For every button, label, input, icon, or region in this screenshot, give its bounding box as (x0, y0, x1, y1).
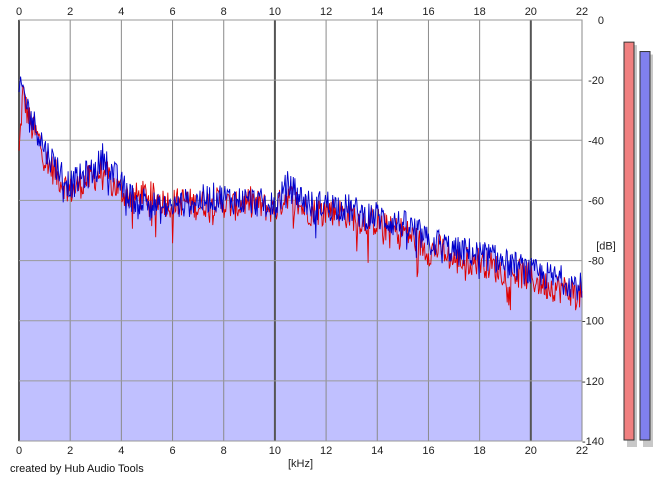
x-tick-label-bottom: 12 (320, 445, 332, 457)
x-tick-label-top: 18 (474, 6, 486, 18)
y-tick-label: -20 (588, 75, 604, 87)
level-meter (623, 41, 653, 448)
x-tick-label-top: 10 (269, 6, 281, 18)
x-tick-label-top: 12 (320, 6, 332, 18)
x-tick-label-bottom: 10 (269, 445, 281, 457)
x-tick-label-top: 6 (169, 6, 175, 18)
y-tick-label: -100 (582, 316, 604, 328)
x-tick-label-top: 20 (525, 6, 537, 18)
x-tick-label-bottom: 22 (576, 445, 588, 457)
x-tick-label-bottom: 16 (422, 445, 434, 457)
x-tick-label-bottom: 6 (169, 445, 175, 457)
y-axis-unit-label: [dB] (596, 241, 616, 253)
x-tick-label-top: 0 (16, 6, 22, 18)
x-tick-label-bottom: 4 (118, 445, 124, 457)
x-tick-label-bottom: 8 (221, 445, 227, 457)
x-axis-unit-label: [kHz] (288, 458, 313, 470)
x-tick-label-bottom: 2 (67, 445, 73, 457)
series-layer (18, 76, 583, 311)
y-tick-label: 0 (598, 15, 604, 27)
x-tick-label-top: 2 (67, 6, 73, 18)
x-tick-label-bottom: 14 (371, 445, 383, 457)
x-tick-label-top: 22 (576, 6, 588, 18)
grid-layer (18, 19, 583, 442)
axis-layer: 002244668810101212141416161818202022220-… (16, 6, 604, 457)
spectrum-fill (19, 76, 582, 441)
level-bar-1 (623, 41, 635, 441)
y-tick-label: -140 (582, 436, 604, 448)
x-tick-label-bottom: 20 (525, 445, 537, 457)
x-tick-label-top: 4 (118, 6, 124, 18)
series-line-2 (18, 76, 583, 301)
x-tick-label-top: 16 (422, 6, 434, 18)
y-tick-label: -40 (588, 135, 604, 147)
x-tick-label-bottom: 18 (474, 445, 486, 457)
y-tick-label: -60 (588, 195, 604, 207)
credit-text: created by Hub Audio Tools (10, 463, 144, 475)
y-tick-label: -80 (588, 256, 604, 268)
spectrum-fill-layer (19, 76, 582, 441)
x-tick-label-bottom: 0 (16, 445, 22, 457)
x-tick-label-top: 14 (371, 6, 383, 18)
y-tick-label: -120 (582, 376, 604, 388)
x-tick-label-top: 8 (221, 6, 227, 18)
level-bar-2 (639, 51, 651, 441)
